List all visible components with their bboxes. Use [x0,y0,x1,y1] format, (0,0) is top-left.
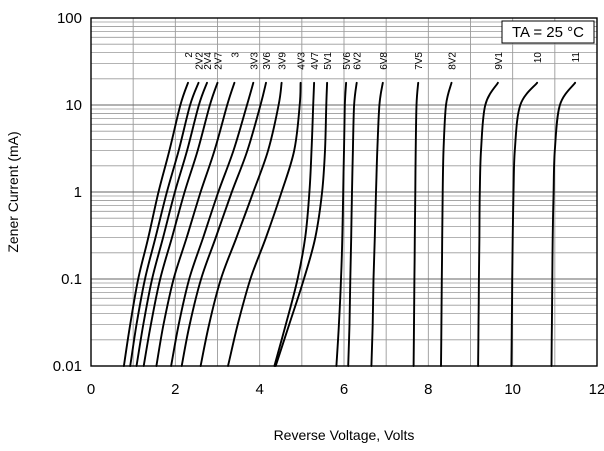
series-label: 11 [571,52,582,63]
y-tick-label: 0.1 [61,271,82,288]
x-axis-label: Reverse Voltage, Volts [274,427,415,443]
series-label: 5V6 [342,52,353,70]
series-label: 5V1 [323,52,334,70]
y-tick-label: 1 [74,184,82,201]
y-axis-label: Zener Current (mA) [5,131,21,252]
series-label: 8V2 [448,52,459,70]
curve-5v6 [335,81,348,367]
curve-7v5 [412,81,420,367]
y-tick-labels: 0.01 0.1 1 10 100 [53,10,82,375]
curve-3v3 [170,81,255,367]
curve-3 [155,81,236,367]
curve-11 [550,81,577,367]
curve-2v2 [129,81,200,367]
series-label: 3V3 [249,52,260,70]
series-label: 3V6 [262,52,273,70]
curve-3v6 [180,81,267,367]
curve-2 [122,81,189,367]
series-label: 9V1 [494,52,505,70]
curve-8v2 [440,81,453,367]
annotation-box: TA = 25 °C [501,20,595,44]
series-label: 6V2 [353,52,364,70]
curve-6v2 [347,81,358,367]
plot-frame [90,17,598,367]
x-tick-label: 4 [255,381,263,398]
series-label: 7V5 [414,52,425,70]
curve-9v1 [477,81,499,367]
x-tick-labels: 0 2 4 6 8 10 12 [87,381,604,398]
series-label: 4V7 [310,52,321,70]
x-tick-label: 0 [87,381,95,398]
curve-5v1 [274,81,329,367]
series-label: 10 [533,52,544,64]
x-tick-label: 8 [424,381,432,398]
annotation-text: TA = 25 °C [512,24,584,41]
curve-10 [510,81,539,367]
curve-4v3 [227,81,302,367]
series-label: 3V9 [278,52,289,70]
series-label: 2V4 [203,52,214,70]
series-label: 3 [230,52,241,58]
y-tick-label: 10 [65,97,82,114]
x-tick-label: 6 [340,381,348,398]
curve-6v8 [370,81,384,367]
series-label: 6V8 [379,52,390,70]
series-label: 4V3 [297,52,308,70]
series-label: 2 [184,52,195,58]
curves [122,81,577,367]
curve-2v4 [135,81,208,367]
series-label: 2V2 [195,52,206,70]
y-tick-label: 100 [57,10,82,27]
curve-3v9 [199,81,283,367]
y-tick-label: 0.01 [53,358,82,375]
series-label: 2V7 [214,52,225,70]
x-tick-label: 12 [589,381,604,398]
x-tick-label: 2 [171,381,179,398]
x-tick-label: 10 [504,381,521,398]
curve-4v7 [273,81,316,367]
curve-2v7 [142,81,219,367]
